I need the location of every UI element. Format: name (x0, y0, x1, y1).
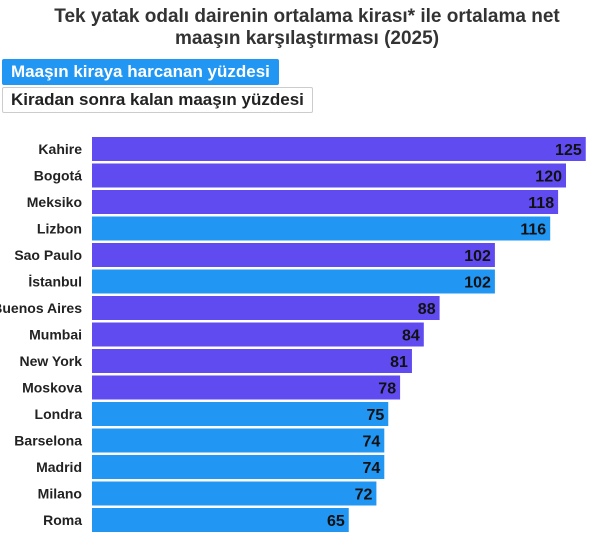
toggle-remaining-share-button[interactable]: Kiradan sonra kalan maaşın yüzdesi (2, 87, 313, 113)
category-label-13: Milano (38, 486, 82, 502)
bar-14[interactable] (92, 508, 349, 532)
category-label-2: Meksiko (27, 194, 82, 210)
bar-1[interactable] (92, 163, 566, 188)
value-label-13: 72 (355, 487, 373, 504)
value-label-0: 125 (555, 142, 582, 159)
bar-8[interactable] (92, 349, 412, 373)
bar-7[interactable] (92, 322, 424, 347)
bar-13[interactable] (92, 481, 377, 506)
category-label-12: Madrid (36, 459, 82, 475)
bar-5[interactable] (92, 269, 495, 294)
category-label-4: Sao Paulo (14, 247, 82, 263)
category-label-5: İstanbul (28, 274, 82, 290)
category-label-8: New York (19, 353, 82, 369)
toggle-rent-share-button[interactable]: Maaşın kiraya harcanan yüzdesi (2, 59, 279, 85)
bars-group: Kahire 125 Bogotá 120 Meksiko 118 Lizbon 116 Sao… (0, 137, 586, 532)
category-label-14: Roma (43, 512, 82, 528)
value-label-6: 88 (418, 301, 436, 318)
value-label-1: 120 (535, 169, 562, 186)
category-label-0: Kahire (38, 141, 82, 157)
value-label-2: 118 (528, 195, 554, 212)
value-label-7: 84 (402, 328, 420, 345)
bar-12[interactable] (92, 455, 385, 479)
bar-0[interactable] (92, 137, 586, 161)
value-label-5: 102 (464, 275, 491, 292)
category-label-10: Londra (35, 406, 83, 422)
category-label-3: Lizbon (37, 221, 82, 237)
value-label-10: 75 (366, 407, 384, 424)
value-label-14: 65 (327, 513, 345, 530)
category-label-6: Buenos Aires (0, 300, 82, 316)
category-label-1: Bogotá (34, 168, 82, 184)
value-label-11: 74 (363, 434, 381, 451)
category-label-11: Barselona (14, 433, 82, 449)
bar-9[interactable] (92, 375, 401, 400)
bar-10[interactable] (92, 402, 389, 426)
category-label-9: Moskova (22, 380, 82, 396)
value-label-12: 74 (363, 460, 381, 477)
chart-title: Tek yatak odalı dairenin ortalama kirası… (54, 6, 560, 49)
bar-2[interactable] (92, 190, 559, 214)
value-label-9: 78 (378, 381, 396, 398)
category-label-7: Mumbai (29, 327, 82, 343)
value-label-3: 116 (520, 222, 546, 239)
bar-3[interactable] (92, 216, 551, 241)
value-label-4: 102 (464, 248, 491, 265)
bar-6[interactable] (92, 296, 440, 320)
value-label-8: 81 (390, 354, 408, 371)
bar-4[interactable] (92, 243, 495, 267)
bar-11[interactable] (92, 428, 385, 453)
